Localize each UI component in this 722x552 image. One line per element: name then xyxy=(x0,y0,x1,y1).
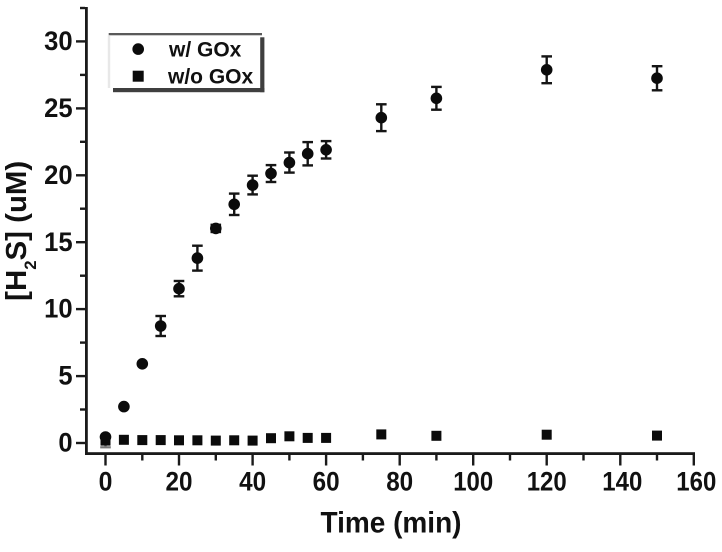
svg-text:0: 0 xyxy=(99,467,113,497)
svg-text:60: 60 xyxy=(313,467,340,497)
svg-text:160: 160 xyxy=(676,467,716,497)
svg-text:0: 0 xyxy=(58,428,72,458)
svg-text:w/ GOx: w/ GOx xyxy=(168,38,242,61)
svg-text:20: 20 xyxy=(44,160,73,190)
svg-text:120: 120 xyxy=(527,467,567,497)
svg-text:Time (min): Time (min) xyxy=(321,507,462,540)
svg-text:20: 20 xyxy=(166,467,193,497)
svg-text:10: 10 xyxy=(44,294,73,324)
svg-text:80: 80 xyxy=(386,467,413,497)
svg-text:140: 140 xyxy=(602,467,642,497)
svg-text:40: 40 xyxy=(239,467,266,497)
svg-text:5: 5 xyxy=(58,361,72,391)
svg-text:15: 15 xyxy=(44,227,73,257)
svg-text:100: 100 xyxy=(453,467,493,497)
svg-text:30: 30 xyxy=(44,26,73,56)
svg-text:25: 25 xyxy=(44,93,73,123)
svg-text:w/o GOx: w/o GOx xyxy=(167,65,254,88)
